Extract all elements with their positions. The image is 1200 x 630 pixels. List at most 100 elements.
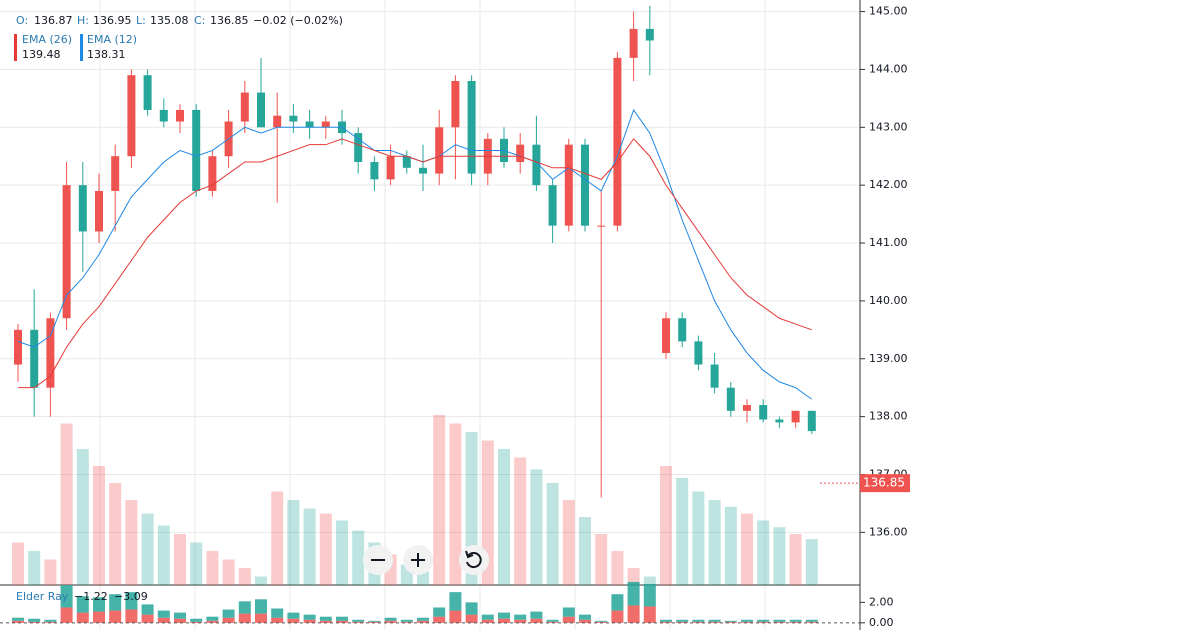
bull-power-bar: [222, 609, 235, 618]
bull-power-bar: [238, 601, 251, 614]
last-price-label: 136.85: [863, 476, 905, 490]
bull-power-bar: [514, 614, 527, 620]
candle-body: [159, 109, 168, 122]
bull-power-bar: [708, 619, 721, 622]
volume-bar: [757, 520, 770, 585]
candle-body: [208, 156, 217, 191]
y-tick-label: 142.00: [869, 178, 908, 191]
candle-body: [30, 329, 39, 388]
bull-power-bar: [190, 618, 203, 622]
bear-power-bar: [28, 621, 41, 623]
bull-power-bar: [643, 583, 656, 607]
bear-power-bar: [562, 616, 575, 623]
candle-body: [581, 144, 589, 226]
elder-ray-name: Elder Ray: [16, 590, 69, 603]
bull-power-bar: [627, 581, 640, 606]
bull-power-bar: [76, 596, 89, 613]
volume-bar: [660, 466, 672, 585]
volume-bar: [433, 415, 446, 585]
bear-power-bar: [255, 613, 267, 623]
candle-body: [273, 115, 282, 128]
volume-bar: [449, 423, 462, 585]
volume-bar: [611, 551, 624, 585]
bear-power-bar: [789, 621, 802, 623]
bear-power-bar: [125, 609, 138, 623]
volume-bar: [676, 477, 689, 585]
candle-body: [548, 185, 557, 226]
bull-power-bar: [336, 616, 348, 621]
volume-bar: [352, 530, 365, 585]
bull-power-bar: [368, 620, 381, 622]
bear-power-bar: [400, 621, 413, 623]
bull-power-bar: [676, 619, 689, 622]
bull-power-bar: [741, 619, 753, 622]
c-value: 136.85: [210, 14, 249, 27]
candle-body: [532, 144, 541, 186]
candle-body: [743, 405, 751, 411]
bear-power-bar: [417, 620, 429, 623]
volume-bar: [336, 520, 348, 585]
bear-power-bar: [546, 621, 559, 623]
bear-power-bar: [384, 620, 397, 623]
legend-value: 138.31: [87, 48, 126, 61]
bull-power-bar: [773, 619, 786, 622]
bull-power-bar: [546, 619, 559, 622]
l-value: 135.08: [150, 14, 189, 27]
bear-power-bar: [157, 617, 170, 623]
candle-body: [435, 127, 444, 174]
volume-bar: [724, 506, 737, 585]
volume-bar: [805, 539, 818, 585]
candle-body: [791, 410, 800, 423]
candle-body: [467, 81, 476, 174]
bull-power-bar: [109, 594, 122, 611]
volume-bar: [643, 576, 656, 585]
bull-power-bar: [498, 612, 510, 619]
bear-power-bar: [514, 619, 527, 623]
volume-bar: [157, 525, 170, 585]
candle-body: [127, 75, 136, 157]
candle-body: [419, 167, 427, 174]
bear-power-bar: [676, 621, 689, 623]
bull-power-bar: [417, 617, 429, 621]
legend-name: EMA (26): [22, 33, 72, 46]
bear-power-bar: [141, 614, 154, 623]
bear-power-bar: [530, 618, 543, 623]
y-tick-label: 136.00: [869, 525, 908, 538]
legend-name: EMA (12): [87, 33, 137, 46]
y-tick-label: 139.00: [869, 352, 908, 365]
bear-power-bar: [660, 621, 672, 623]
bear-power-bar: [757, 621, 770, 623]
zoom-in-button[interactable]: [403, 545, 433, 575]
bull-power-bar: [789, 619, 802, 622]
bear-power-bar: [271, 617, 284, 623]
volume-bar: [255, 576, 267, 585]
bear-power-bar: [336, 620, 348, 623]
candle-body: [46, 318, 55, 388]
volume-bar: [222, 559, 235, 585]
ema-line: [17, 108, 813, 400]
volume-bar: [12, 542, 24, 585]
bull-power-bar: [141, 604, 154, 615]
legend-swatch: [14, 34, 17, 61]
volume-bar: [28, 551, 41, 585]
o-value: 136.87: [34, 14, 73, 27]
candle-body: [402, 156, 411, 168]
plot: [12, 5, 818, 623]
reset-button[interactable]: [459, 545, 489, 575]
volume-bar: [514, 457, 527, 585]
volume-bar: [287, 500, 300, 585]
volume-bar: [708, 500, 721, 585]
candle-body: [451, 81, 460, 128]
volume-bar: [562, 500, 575, 585]
bull-power-bar: [125, 592, 138, 610]
zoom-out-button[interactable]: [363, 545, 393, 575]
bull-power-bar: [692, 619, 705, 622]
bull-power-bar: [530, 611, 543, 619]
bear-power-bar: [287, 618, 300, 623]
volume-bar: [303, 508, 316, 585]
candle-body: [726, 387, 735, 411]
y-tick-label: 143.00: [869, 120, 908, 133]
candle-body: [759, 405, 768, 420]
y-tick-label: 138.00: [869, 410, 908, 423]
bear-power-bar: [449, 610, 462, 623]
